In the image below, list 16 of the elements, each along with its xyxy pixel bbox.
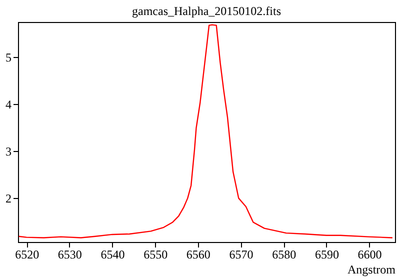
x-tick-label: 6540	[100, 248, 125, 262]
y-tick-label: 3	[6, 144, 12, 159]
y-tick-label: 5	[6, 50, 12, 64]
x-tick-label: 6530	[58, 248, 82, 262]
x-tick-label: 6590	[314, 248, 339, 262]
line-series	[18, 24, 394, 238]
x-tick-label: 6570	[229, 248, 254, 262]
x-tick-label: 6600	[358, 248, 382, 262]
x-tick-label: 6560	[186, 248, 210, 262]
x-tick-label: 6550	[144, 248, 168, 262]
x-axis-title: Angstrom	[348, 262, 396, 276]
chart-title: gamcas_Halpha_20150102.fits	[132, 4, 282, 18]
y-tick-label: 2	[6, 192, 12, 206]
x-tick-label: 6580	[272, 248, 296, 262]
x-tick-label: 6520	[15, 248, 40, 262]
y-tick-label: 4	[6, 97, 12, 112]
